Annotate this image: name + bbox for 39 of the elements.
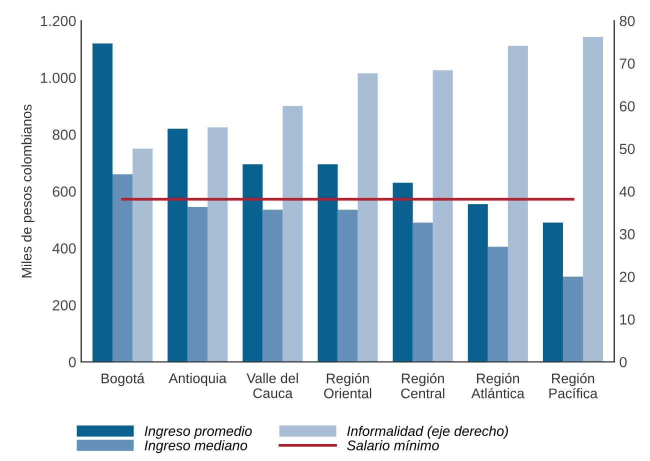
y-tick-label: 200 <box>52 300 76 310</box>
y-tick-label: 1.200 <box>41 16 76 26</box>
x-tick-label: Valle del Cauca <box>246 372 298 398</box>
y2-tick-label: 20 <box>620 272 635 282</box>
x-tick-label: Región Atlántica <box>471 372 525 398</box>
bar <box>392 182 413 362</box>
bar <box>468 204 488 362</box>
y2-tick-label: 80 <box>620 16 635 26</box>
y-tick-label: 800 <box>52 130 76 140</box>
y2-tick-label: 10 <box>620 314 635 325</box>
y-tick-label: 400 <box>52 243 76 254</box>
bar <box>92 43 113 362</box>
bar <box>242 164 263 362</box>
legend-label: Ingreso promedio <box>144 426 252 439</box>
y2-tick-label: 60 <box>620 101 635 112</box>
x-tick-label: Bogotá <box>102 372 145 386</box>
x-tick-label: Región Pacífica <box>549 372 598 398</box>
legend-label: Ingreso mediano <box>144 440 248 454</box>
x-tick-label: Antioquia <box>168 372 227 386</box>
legend-label: Informalidad (eje derecho) <box>347 426 508 439</box>
bar <box>562 276 583 362</box>
y-tick-label: 600 <box>52 186 76 197</box>
x-tick-label: Región Central <box>401 372 444 398</box>
y2-tick-label: 30 <box>620 229 635 240</box>
bar <box>582 36 603 362</box>
bar <box>318 164 338 362</box>
y-tick-label: 0 <box>68 356 76 368</box>
y-tick-label: 1.000 <box>41 72 76 84</box>
bar <box>542 222 563 362</box>
y-axis-title: Miles de pesos colombianos <box>21 104 34 278</box>
bar <box>168 128 188 362</box>
bar <box>432 70 453 362</box>
bar <box>508 46 528 362</box>
y2-tick-label: 70 <box>620 58 635 69</box>
y2-tick-label: 50 <box>620 144 635 154</box>
y2-tick-label: 0 <box>620 356 627 368</box>
y2-tick-label: 40 <box>619 186 635 197</box>
x-tick-label: Región Oriental <box>324 372 372 398</box>
legend-label: Salario mínimo <box>347 440 439 450</box>
